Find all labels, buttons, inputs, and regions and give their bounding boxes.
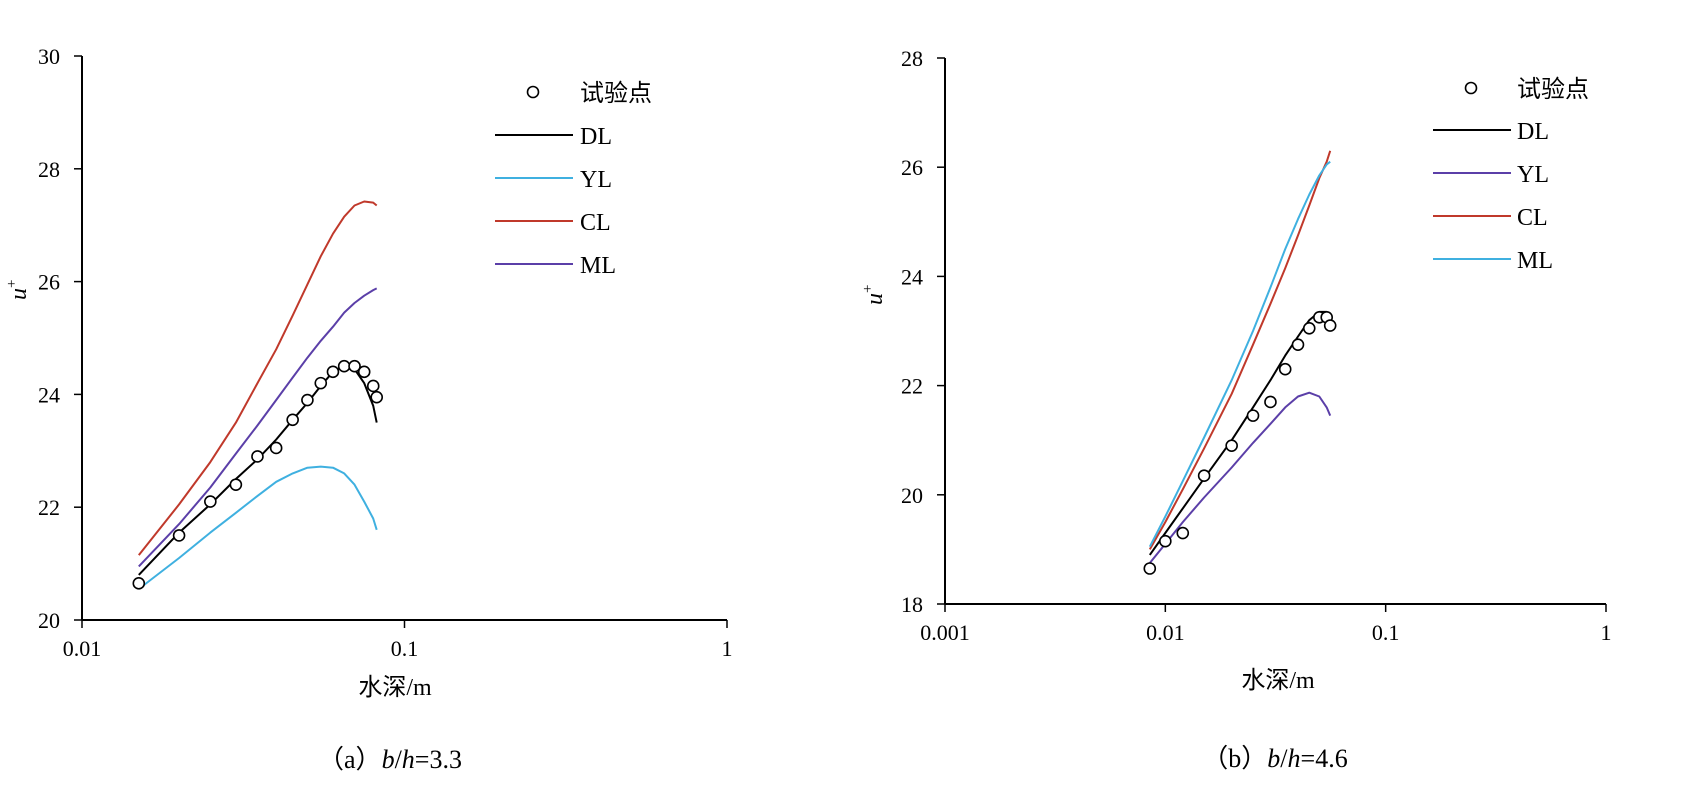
legend-label-ml: ML bbox=[1517, 248, 1553, 274]
caption-b: b bbox=[382, 745, 395, 774]
caption-prefix: （b） bbox=[1202, 744, 1267, 773]
chart-a: 20 22 24 26 28 30 0.01 0.1 1 水深/m u+ 试验点 DL YL CL ML （a）… bbox=[4, 44, 733, 774]
data-point bbox=[366, 379, 380, 393]
y-axis-label-base: u bbox=[862, 293, 888, 305]
data-point bbox=[357, 365, 371, 379]
data-point bbox=[337, 359, 351, 373]
legend-label-dl: DL bbox=[580, 124, 612, 150]
y-tick-label: 20 bbox=[901, 483, 923, 508]
y-axis-label-sup: + bbox=[4, 280, 20, 288]
x-tick-label: 0.01 bbox=[1146, 620, 1185, 645]
data-point bbox=[1197, 469, 1211, 482]
series-line-dl bbox=[1148, 310, 1332, 556]
legend-label-ml: ML bbox=[580, 253, 616, 279]
data-point bbox=[132, 577, 146, 590]
y-tick-label: 30 bbox=[38, 44, 60, 69]
caption-h: h bbox=[402, 745, 415, 774]
data-point bbox=[1264, 395, 1277, 409]
data-point bbox=[348, 359, 361, 373]
y-axis-label: u+ bbox=[4, 280, 32, 300]
y-tick-label: 26 bbox=[901, 155, 923, 180]
data-point bbox=[204, 495, 217, 508]
y-axis-label: u+ bbox=[860, 285, 888, 305]
data-point bbox=[1143, 562, 1157, 575]
x-tick-label: 0.001 bbox=[920, 620, 970, 645]
legend-label-points: 试验点 bbox=[580, 80, 652, 107]
data-point bbox=[1323, 319, 1337, 332]
data-point bbox=[229, 478, 243, 491]
caption-h: h bbox=[1288, 744, 1301, 773]
data-point bbox=[1291, 338, 1305, 351]
legend-marker-points bbox=[526, 85, 540, 99]
legend-label-yl: YL bbox=[1517, 162, 1549, 188]
data-point bbox=[1176, 526, 1190, 540]
chart-caption: （a）b/h=3.3 bbox=[318, 745, 462, 774]
data-point bbox=[314, 376, 328, 390]
caption-slash: / bbox=[395, 745, 403, 774]
x-tick-label: 1 bbox=[722, 636, 733, 661]
caption-prefix: （a） bbox=[318, 745, 382, 774]
y-tick-label: 28 bbox=[38, 157, 60, 182]
data-point bbox=[1159, 534, 1172, 548]
caption-b: b bbox=[1267, 744, 1280, 773]
legend-label-yl: YL bbox=[580, 167, 612, 193]
caption-eq: =3.3 bbox=[415, 745, 462, 774]
series-line-yl bbox=[1149, 391, 1332, 564]
caption-slash: / bbox=[1280, 744, 1288, 773]
y-tick-label: 24 bbox=[38, 382, 60, 407]
y-axis-label-sup: + bbox=[860, 285, 876, 293]
y-tick-label: 18 bbox=[901, 592, 923, 617]
data-point bbox=[1278, 362, 1292, 376]
series-line-dl bbox=[138, 365, 378, 576]
data-point bbox=[1302, 321, 1316, 335]
x-tick-label: 0.1 bbox=[1372, 620, 1400, 645]
y-tick-label: 26 bbox=[38, 270, 60, 295]
data-point bbox=[172, 529, 186, 542]
data-point bbox=[1225, 439, 1238, 452]
y-axis-label-base: u bbox=[6, 288, 32, 300]
legend-label-cl: CL bbox=[580, 210, 611, 236]
chart-b: 18 20 22 24 26 28 0.001 0.01 0.1 1 水深/m u+ 试验点 DL YL CL… bbox=[860, 46, 1612, 773]
series-line-cl bbox=[1148, 150, 1332, 550]
data-point bbox=[286, 413, 299, 427]
series-line-ml bbox=[1148, 160, 1331, 548]
data-point bbox=[301, 393, 314, 407]
x-axis-label: 水深/m bbox=[358, 674, 432, 701]
series-line-cl bbox=[138, 200, 378, 556]
series-line-ml bbox=[138, 287, 378, 568]
legend-label-points: 试验点 bbox=[1517, 76, 1589, 103]
x-tick-label: 1 bbox=[1601, 620, 1612, 645]
x-tick-label: 0.01 bbox=[63, 636, 102, 661]
series-line-yl bbox=[138, 465, 378, 590]
y-tick-label: 22 bbox=[38, 495, 60, 520]
legend-marker-points bbox=[1464, 81, 1478, 95]
y-tick-label: 20 bbox=[38, 608, 60, 633]
chart-caption: （b）b/h=4.6 bbox=[1202, 744, 1347, 773]
y-tick-label: 22 bbox=[901, 374, 923, 399]
data-point bbox=[370, 390, 384, 404]
caption-eq: =4.6 bbox=[1301, 744, 1348, 773]
x-axis-label: 水深/m bbox=[1241, 667, 1315, 694]
data-point bbox=[251, 450, 264, 463]
data-point bbox=[1246, 409, 1260, 422]
legend-label-dl: DL bbox=[1517, 119, 1549, 145]
x-tick-label: 0.1 bbox=[391, 636, 419, 661]
legend-label-cl: CL bbox=[1517, 205, 1548, 231]
y-tick-label: 28 bbox=[901, 46, 923, 71]
y-tick-label: 24 bbox=[901, 264, 923, 289]
data-point bbox=[269, 441, 283, 455]
data-point bbox=[326, 365, 340, 379]
